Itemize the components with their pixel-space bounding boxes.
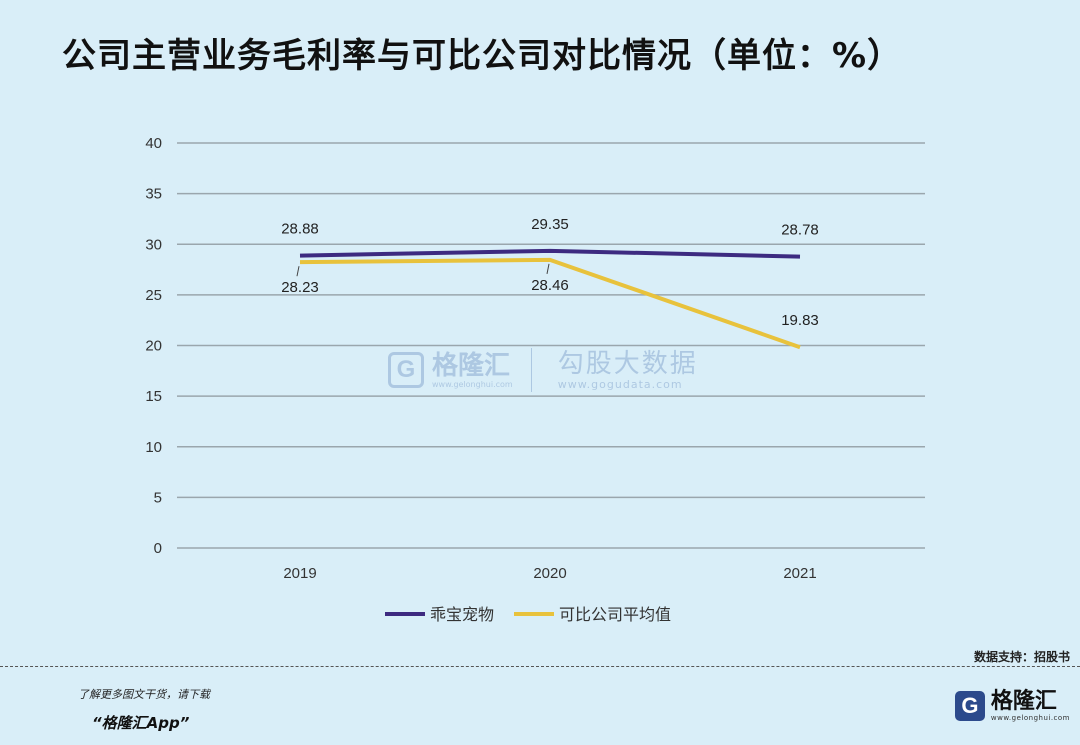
promo-text: 了解更多图文干货，请下载 (78, 688, 210, 701)
y-tick-label: 0 (154, 540, 162, 557)
watermark-partner-url: www.gogudata.com (557, 377, 683, 391)
legend-label: 乖宝宠物 (430, 605, 494, 624)
data-label: 28.88 (281, 221, 319, 238)
y-tick-label: 5 (154, 489, 162, 506)
y-tick-label: 25 (145, 287, 162, 304)
watermark-brand: 格隆汇 (432, 350, 511, 381)
legend-label: 可比公司平均值 (559, 605, 671, 624)
y-tick-label: 20 (145, 338, 162, 355)
data-source: 数据支持：招股书 (973, 650, 1070, 664)
line-chart: 0 5 10 15 20 25 30 35 40 2019 2020 2021 28.88 29.35 28… (145, 135, 925, 624)
watermark-partner: 勾股大数据 (557, 348, 698, 379)
x-tick-label: 2019 (283, 565, 316, 582)
footer-brand-url: www.gelonghui.com (990, 714, 1070, 722)
footer-brand-name: 格隆汇 (990, 689, 1057, 714)
promo-app-name: “格隆汇App” (92, 714, 190, 732)
series-line-1 (299, 248, 801, 259)
data-label: 28.23 (281, 279, 319, 296)
gelonghui-watermark-logo-icon: G (388, 352, 424, 388)
data-label: 19.83 (781, 312, 819, 329)
footer-divider (0, 666, 1080, 667)
page-title: 公司主营业务毛利率与可比公司对比情况（单位：%） (62, 36, 903, 76)
leader-line (546, 263, 550, 274)
data-label: 28.78 (781, 222, 819, 239)
gelonghui-logo-icon: G (954, 691, 985, 721)
watermark-brand-url: www.gelonghui.com (432, 379, 513, 389)
footer-brand: G 格隆汇 www.gelonghui.com (954, 689, 1070, 722)
data-label: 29.35 (531, 216, 569, 233)
x-tick-label: 2021 (783, 565, 816, 582)
y-tick-label: 40 (145, 135, 162, 152)
y-tick-label: 35 (145, 186, 162, 203)
x-tick-label: 2020 (533, 565, 566, 582)
y-tick-label: 15 (145, 388, 162, 405)
y-tick-label: 30 (145, 236, 162, 253)
watermark: G 格隆汇 www.gelonghui.com 勾股大数据 www.goguda… (388, 348, 698, 392)
series-line-2 (299, 257, 801, 350)
data-label: 28.46 (531, 277, 569, 294)
y-tick-label: 10 (145, 439, 162, 456)
watermark-separator (530, 348, 532, 392)
leader-line (296, 266, 300, 277)
